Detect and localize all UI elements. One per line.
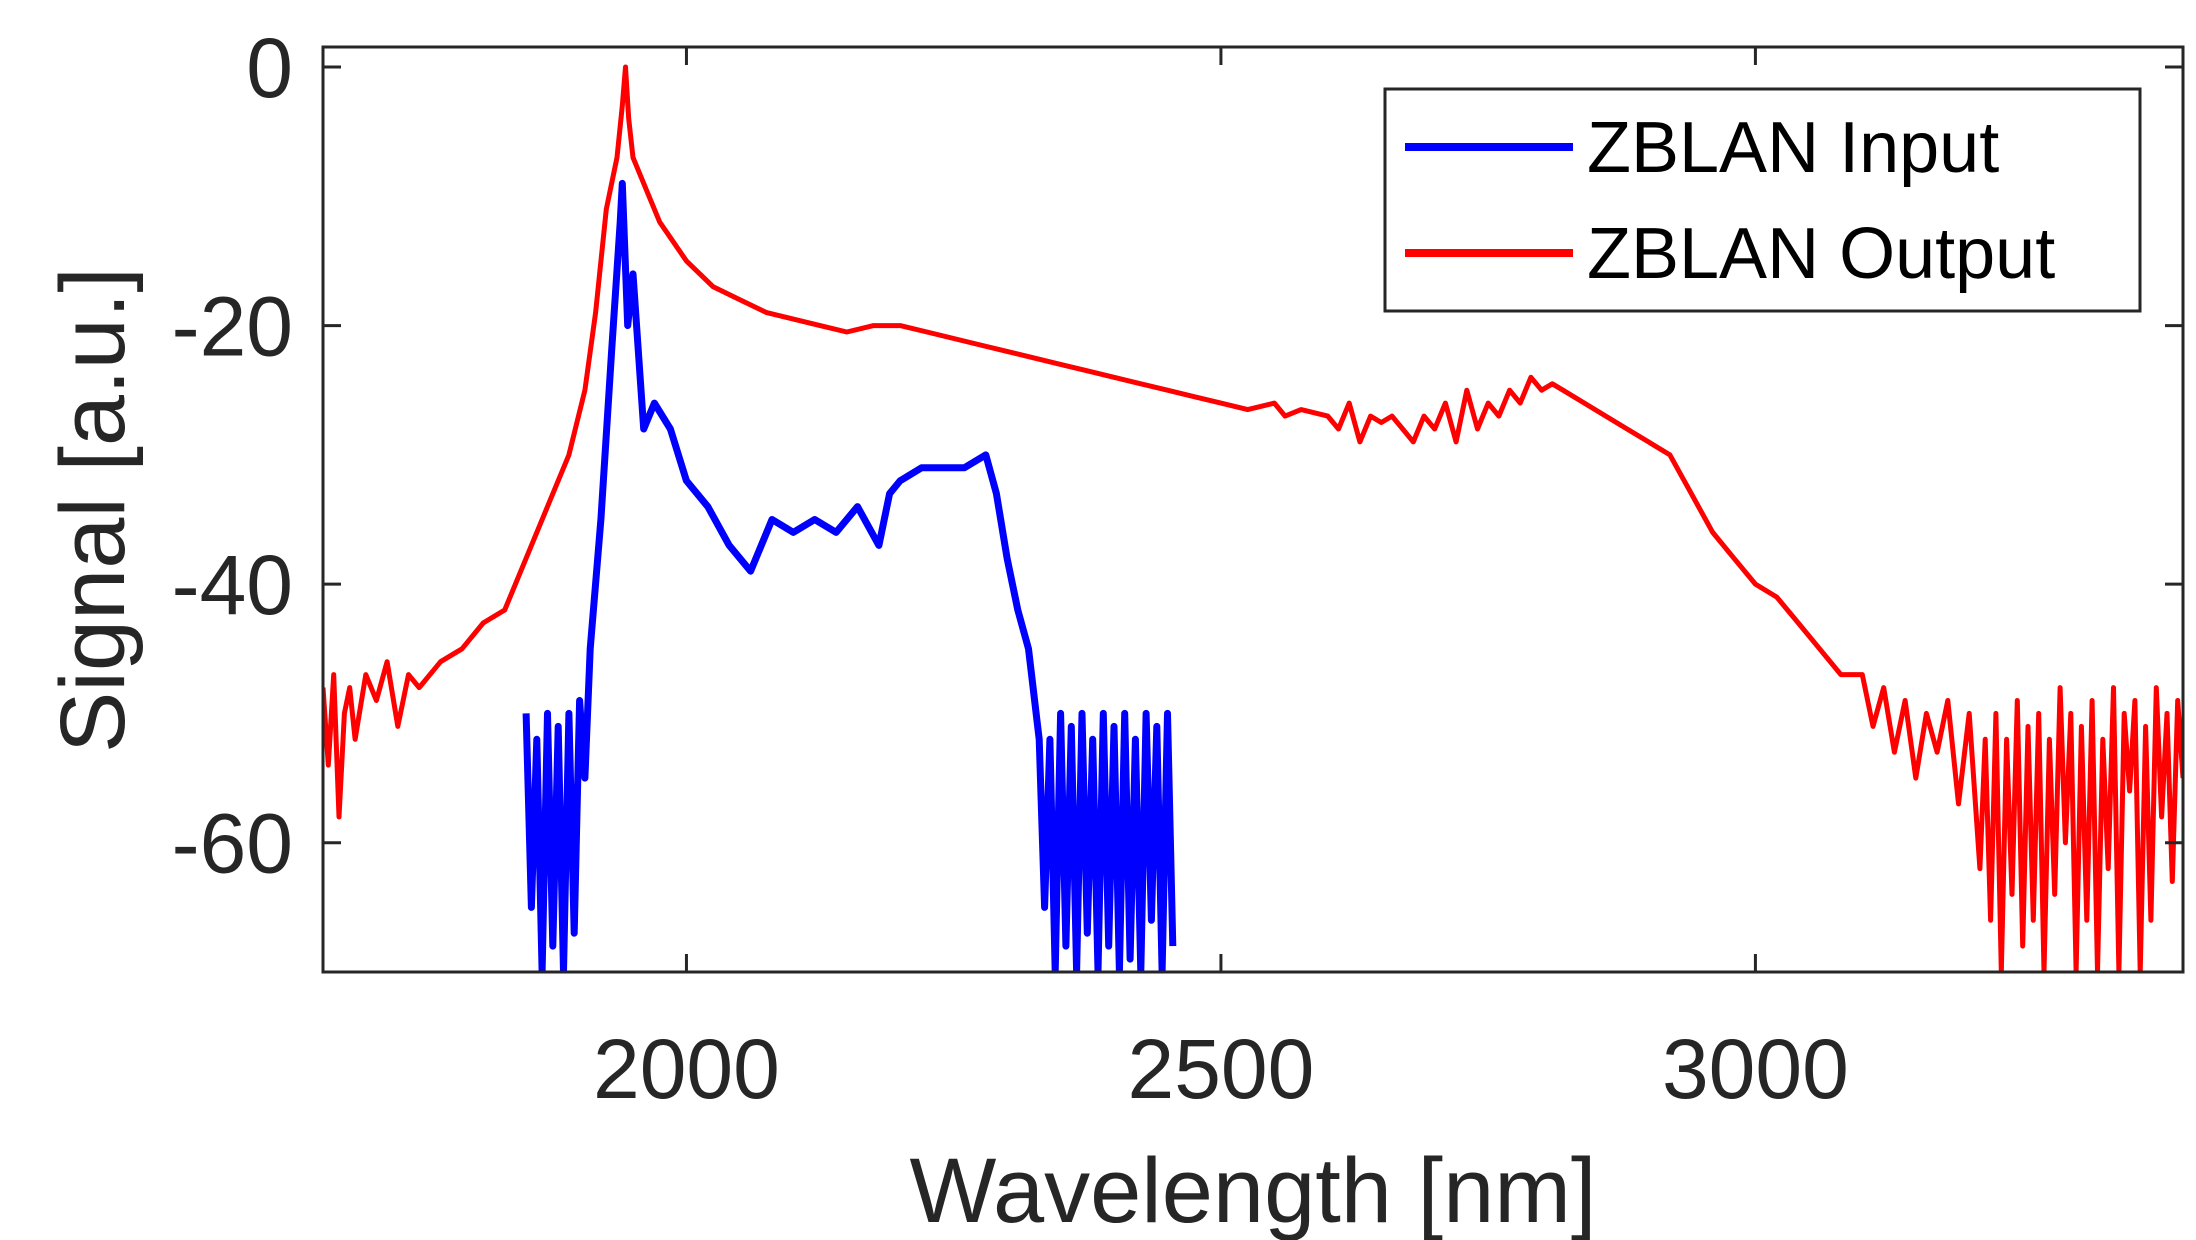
y-tick-label--60: -60 — [172, 797, 293, 891]
x-tick-label-2500: 2500 — [1127, 1022, 1314, 1116]
series-line-zblan-output — [323, 64, 2183, 972]
x-tick-label-2000: 2000 — [593, 1022, 780, 1116]
y-tick-label--20: -20 — [172, 280, 293, 374]
legend-label-zblan-input: ZBLAN Input — [1587, 108, 1999, 188]
x-tick-label-3000: 3000 — [1662, 1022, 1849, 1116]
series-line-zblan-input — [522, 179, 1177, 972]
series-layer — [323, 64, 2183, 972]
legend-label-zblan-output: ZBLAN Output — [1587, 214, 2055, 294]
axes-layer — [321, 45, 2185, 974]
legend-box — [1383, 87, 2142, 313]
y-tick-label--40: -40 — [172, 538, 293, 632]
legend: ZBLAN Input ZBLAN Output — [1383, 87, 2142, 313]
y-tick-label-0: 0 — [246, 21, 293, 115]
axes-box — [321, 45, 2185, 974]
tick-labels: 2000 2500 3000 0 -20 -40 -60 — [172, 21, 1849, 1116]
x-axis-title: Wavelength [nm] — [910, 1140, 1597, 1240]
y-axis-title: Signal [a.u.] — [42, 267, 144, 753]
